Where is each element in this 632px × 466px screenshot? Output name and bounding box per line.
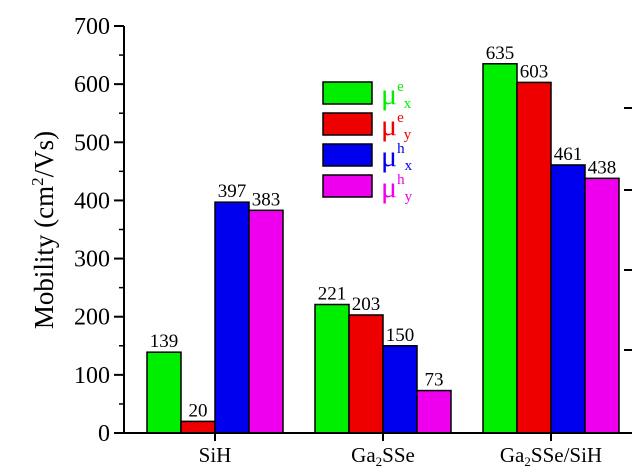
right-axis-ticks — [624, 107, 632, 351]
bar-sih-ey — [180, 420, 216, 434]
y-ticks-layer: 0 100 200 300 400 500 600 700 — [74, 14, 124, 447]
value-label-ga2sse-sih-hx: 461 — [554, 144, 583, 165]
y-axis-label: Mobility (cm2/Vs) — [28, 131, 59, 329]
value-label-ga2sse-hx: 150 — [386, 325, 415, 346]
bars-layer — [146, 63, 620, 434]
y-tick-label-100: 100 — [74, 363, 110, 389]
bar-ga2sse-sih-ey — [516, 81, 552, 434]
bar-ga2sse-hy — [416, 389, 452, 434]
x-category-label-ga2sse-sih: Ga2SSe/SiH — [500, 443, 602, 466]
bar-ga2sse-hx — [382, 345, 418, 434]
bar-sih-ex — [146, 351, 182, 434]
value-labels-layer: 139 221 635 20 203 603 397 150 461 383 73 438 — [150, 43, 617, 422]
value-label-ga2sse-sih-ex: 635 — [486, 43, 515, 64]
value-label-ga2sse-ey: 203 — [352, 294, 381, 315]
legend-label-ey: μey — [381, 109, 412, 143]
bar-ga2sse-sih-hy — [584, 177, 620, 434]
y-tick-label-0: 0 — [98, 421, 110, 447]
bar-ga2sse-ex — [314, 303, 350, 434]
y-tick-label-600: 600 — [74, 72, 110, 98]
x-category-label-ga2sse: Ga2SSe — [351, 443, 415, 466]
bar-ga2sse-ey — [348, 314, 384, 434]
value-label-sih-hx: 397 — [218, 181, 247, 202]
y-tick-label-400: 400 — [74, 188, 110, 214]
y-tick-label-700: 700 — [74, 14, 110, 40]
legend-swatch-ey — [322, 112, 373, 136]
legend-label-hy: μhy — [381, 171, 413, 205]
bar-sih-hy — [248, 209, 284, 434]
value-label-ga2sse-ex: 221 — [318, 284, 347, 305]
x-categories-layer: SiH Ga2SSe Ga2SSe/SiH — [199, 433, 602, 466]
value-label-ga2sse-hy: 73 — [425, 370, 444, 391]
x-category-label-sih: SiH — [199, 443, 232, 466]
y-tick-label-300: 300 — [74, 247, 110, 273]
y-tick-label-500: 500 — [74, 130, 110, 156]
value-label-ga2sse-sih-hy: 438 — [588, 157, 617, 178]
bar-ga2sse-sih-ex — [482, 63, 518, 434]
legend-swatch-hy — [322, 174, 373, 198]
value-label-sih-hy: 383 — [252, 189, 281, 210]
y-axis-label-sup: 2 — [28, 177, 47, 186]
value-label-sih-ex: 139 — [150, 331, 179, 352]
legend-label-ex: μex — [381, 78, 412, 112]
legend-swatch-hx — [322, 143, 373, 167]
y-tick-label-200: 200 — [74, 305, 110, 331]
bar-ga2sse-sih-hx — [550, 164, 586, 434]
value-label-ga2sse-sih-ey: 603 — [520, 61, 549, 82]
value-label-sih-ey: 20 — [189, 400, 208, 421]
legend-swatch-ex — [322, 81, 373, 105]
bar-sih-hx — [214, 201, 250, 434]
legend-label-hx: μhx — [381, 140, 413, 174]
